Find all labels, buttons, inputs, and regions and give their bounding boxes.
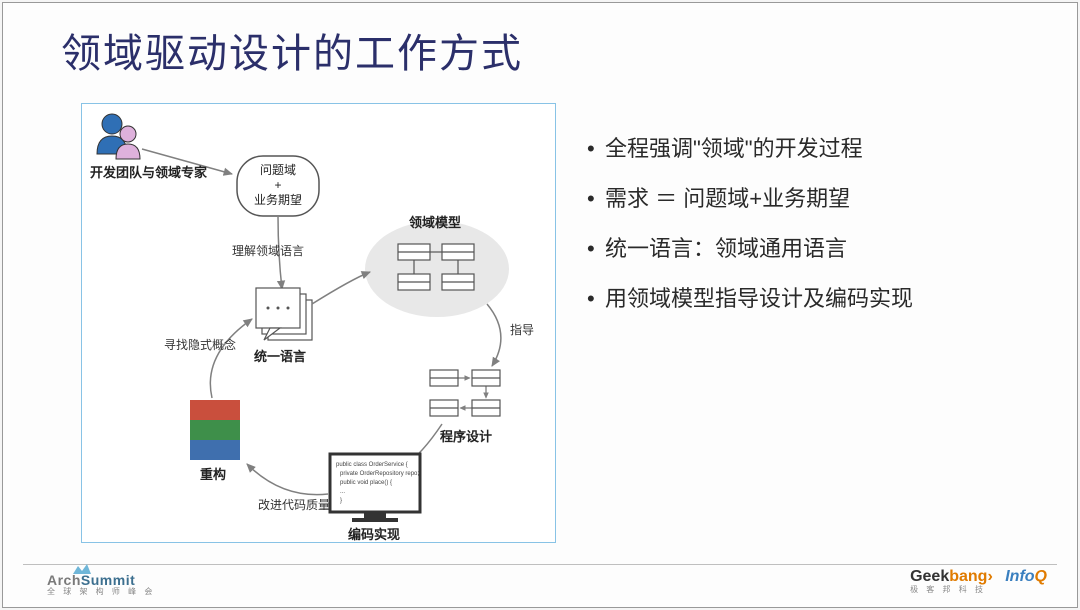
edge-label-understand: 理解领域语言 [232,242,304,259]
team-icon [97,114,140,159]
edge-label-improve: 改进代码质量 [258,496,330,513]
svg-text:public class OrderService {: public class OrderService { [336,462,408,468]
refactor-label: 重构 [200,464,226,483]
page-title: 领域驱动设计的工作方式 [61,21,523,79]
design-node [430,370,500,416]
ulang-label: 统一语言 [254,346,306,365]
edge-ulang-model [312,272,370,304]
edge-label-guide: 指导 [510,321,534,338]
workflow-diagram: 问题域 + 业务期望 [81,103,556,543]
footer-geek: Geek [910,568,949,585]
footer-right-brand: Geekbang› InfoQ 极 客 邦 科 技 [910,568,1047,595]
problem-label-bot: 业务期望 [254,192,302,207]
edge-code-refactor [247,464,328,495]
team-label: 开发团队与领域专家 [90,162,207,181]
problem-label-top: 问题域 [260,163,296,177]
slide: 领域驱动设计的工作方式 问题域 + 业务期 [2,2,1078,608]
code-node: public class OrderService { private Orde… [330,454,420,522]
problem-label-mid: + [274,178,281,192]
footer-divider [23,564,1057,565]
svg-text:...: ... [340,489,345,495]
edge-label-implicit: 寻找隐式概念 [164,336,236,353]
mountain-icon [73,564,91,574]
bullet-list: 全程强调"领域"的开发过程 需求 ＝ 问题域+业务期望 统一语言：领域通用语言 … [583,133,1063,333]
model-node [365,221,509,317]
ulang-node [256,288,312,340]
model-label: 领域模型 [409,212,461,231]
edge-model-design [487,304,501,366]
bullet-item: 用领域模型指导设计及编码实现 [583,283,1063,315]
problem-node: 问题域 + 业务期望 [237,156,319,216]
bullet-item: 需求 ＝ 问题域+业务期望 [583,183,1063,215]
refactor-node [190,400,240,460]
svg-text:}: } [340,498,342,504]
footer-right-sub: 极 客 邦 科 技 [910,584,1047,595]
footer-info: Info [1005,568,1034,585]
footer-left-brand: ArchArchSummitSummit 全 球 架 构 师 峰 会 [47,572,155,597]
footer-bang: bang [949,568,987,585]
svg-text:private OrderRepository repo;: private OrderRepository repo; [340,471,419,477]
bullet-item: 统一语言：领域通用语言 [583,233,1063,265]
design-label: 程序设计 [440,426,492,445]
footer-q: Q [1035,568,1047,585]
svg-text:public void place() {: public void place() { [340,480,392,486]
bullet-item: 全程强调"领域"的开发过程 [583,133,1063,165]
code-label: 编码实现 [348,524,400,543]
edge-refactor-ulang [210,319,252,398]
